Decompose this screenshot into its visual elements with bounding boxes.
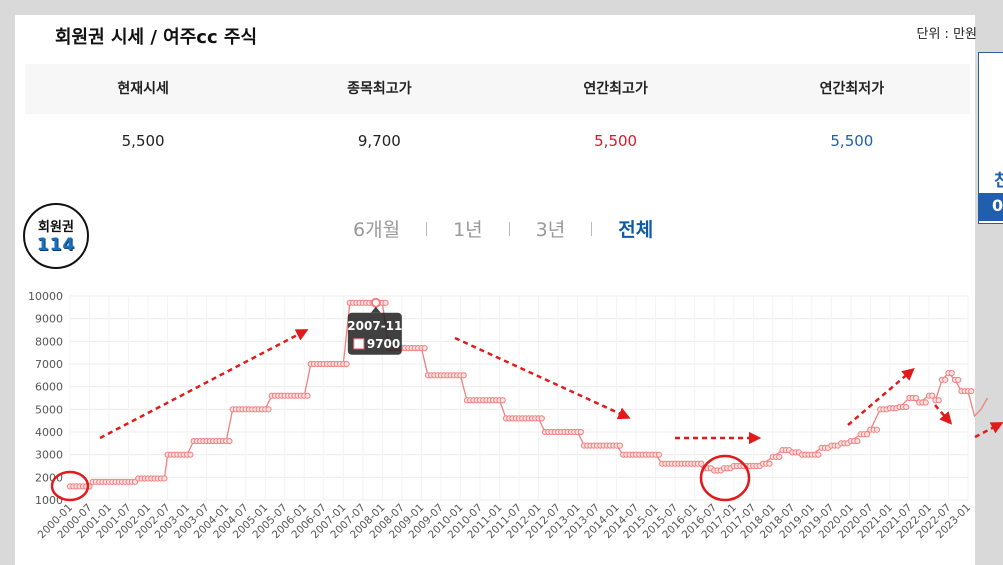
stat-value-current: 5,500 bbox=[121, 132, 165, 150]
data-point bbox=[616, 442, 623, 449]
quote-card: 회원권 시세 / 여주cc 주식 단위 : 만원 현재시세 종목최고가 연간최고… bbox=[15, 15, 978, 565]
stats-header-row: 현재시세 종목최고가 연간최고가 연간최저가 bbox=[25, 64, 970, 114]
tooltip-swatch bbox=[353, 338, 365, 350]
stat-value-alltime-high: 9,700 bbox=[357, 132, 401, 150]
y-tick-label: 5000 bbox=[35, 403, 63, 416]
trend-arrow bbox=[974, 422, 1003, 439]
data-point bbox=[815, 451, 822, 458]
side-panel-badge bbox=[978, 193, 1003, 221]
period-tabs: 6개월 1년 3년 전체 bbox=[335, 215, 671, 242]
y-tick-label: 2000 bbox=[35, 471, 63, 484]
data-point bbox=[968, 388, 975, 395]
data-point bbox=[161, 475, 168, 482]
tooltip-pointer bbox=[370, 306, 381, 313]
logo-text: 회원권 bbox=[38, 220, 74, 235]
tab-divider bbox=[426, 221, 428, 236]
tab-1-year[interactable]: 1년 bbox=[453, 219, 483, 241]
side-panel-value: 0 bbox=[992, 196, 1003, 215]
stats-table: 현재시세 종목최고가 연간최고가 연간최저가 5,500 9,700 5,500… bbox=[25, 64, 970, 166]
price-series-line bbox=[70, 302, 989, 488]
stat-header-annual-high: 연간최고가 bbox=[583, 81, 648, 97]
data-point bbox=[382, 299, 389, 306]
data-point bbox=[499, 397, 506, 404]
stat-header-alltime-high: 종목최고가 bbox=[347, 81, 412, 97]
data-point bbox=[912, 394, 920, 402]
tab-6-months[interactable]: 6개월 bbox=[353, 219, 401, 241]
y-tick-label: 7000 bbox=[35, 358, 63, 371]
y-tick-label: 1000 bbox=[35, 494, 63, 507]
tab-divider bbox=[591, 221, 593, 236]
data-point bbox=[873, 426, 880, 433]
data-point bbox=[265, 406, 272, 413]
y-tick-label: 9000 bbox=[35, 313, 63, 326]
data-point bbox=[421, 345, 428, 352]
stats-value-row: 5,500 9,700 5,500 5,500 bbox=[25, 114, 970, 166]
page-title: 회원권 시세 / 여주cc 주식 bbox=[55, 27, 258, 48]
y-tick-label: 3000 bbox=[35, 449, 63, 462]
tooltip-anchor-point bbox=[370, 297, 381, 308]
tab-all[interactable]: 전체 bbox=[618, 219, 654, 241]
y-tick-label: 4000 bbox=[35, 426, 63, 439]
stat-header-current: 현재시세 bbox=[117, 81, 169, 97]
data-point bbox=[577, 428, 584, 436]
low-circle-annotation bbox=[50, 470, 90, 502]
y-tick-label: 8000 bbox=[35, 335, 63, 348]
data-point bbox=[343, 360, 350, 368]
data-point bbox=[187, 451, 194, 458]
stat-value-annual-high: 5,500 bbox=[594, 132, 638, 150]
data-point bbox=[903, 403, 910, 411]
y-tick-label: 6000 bbox=[35, 381, 63, 394]
data-point bbox=[922, 399, 929, 406]
data-point bbox=[766, 460, 773, 467]
unit-label: 단위 : 만원 bbox=[916, 27, 978, 42]
data-point bbox=[929, 392, 936, 399]
logo-number: 114 bbox=[36, 235, 76, 255]
data-point bbox=[942, 376, 949, 383]
data-point bbox=[864, 431, 871, 438]
tab-3-years[interactable]: 3년 bbox=[535, 219, 566, 241]
data-point bbox=[948, 369, 955, 377]
data-point bbox=[776, 453, 783, 461]
tooltip-value: 9700 bbox=[367, 337, 400, 351]
data-point bbox=[955, 376, 962, 383]
data-point bbox=[854, 437, 861, 445]
trend-arrow bbox=[847, 367, 915, 426]
data-point bbox=[304, 392, 311, 399]
y-tick-label: 10000 bbox=[28, 290, 63, 303]
low-circle-annotation bbox=[699, 454, 751, 502]
tooltip-date: 2007-11 bbox=[347, 319, 402, 333]
side-panel-label: 친 bbox=[994, 171, 1003, 191]
trend-arrow bbox=[99, 329, 309, 440]
data-point bbox=[460, 372, 467, 379]
data-point bbox=[655, 451, 663, 458]
tab-divider bbox=[508, 221, 510, 236]
membership-114-logo[interactable]: 회원권 114 bbox=[23, 203, 89, 269]
data-point bbox=[698, 460, 705, 467]
data-point bbox=[935, 397, 942, 404]
stat-header-annual-low: 연간최저가 bbox=[819, 81, 885, 97]
trend-arrow bbox=[454, 336, 631, 420]
data-point bbox=[538, 415, 545, 422]
data-point bbox=[226, 437, 233, 445]
trend-arrow bbox=[934, 404, 953, 425]
stat-value-annual-low: 5,500 bbox=[830, 132, 874, 150]
